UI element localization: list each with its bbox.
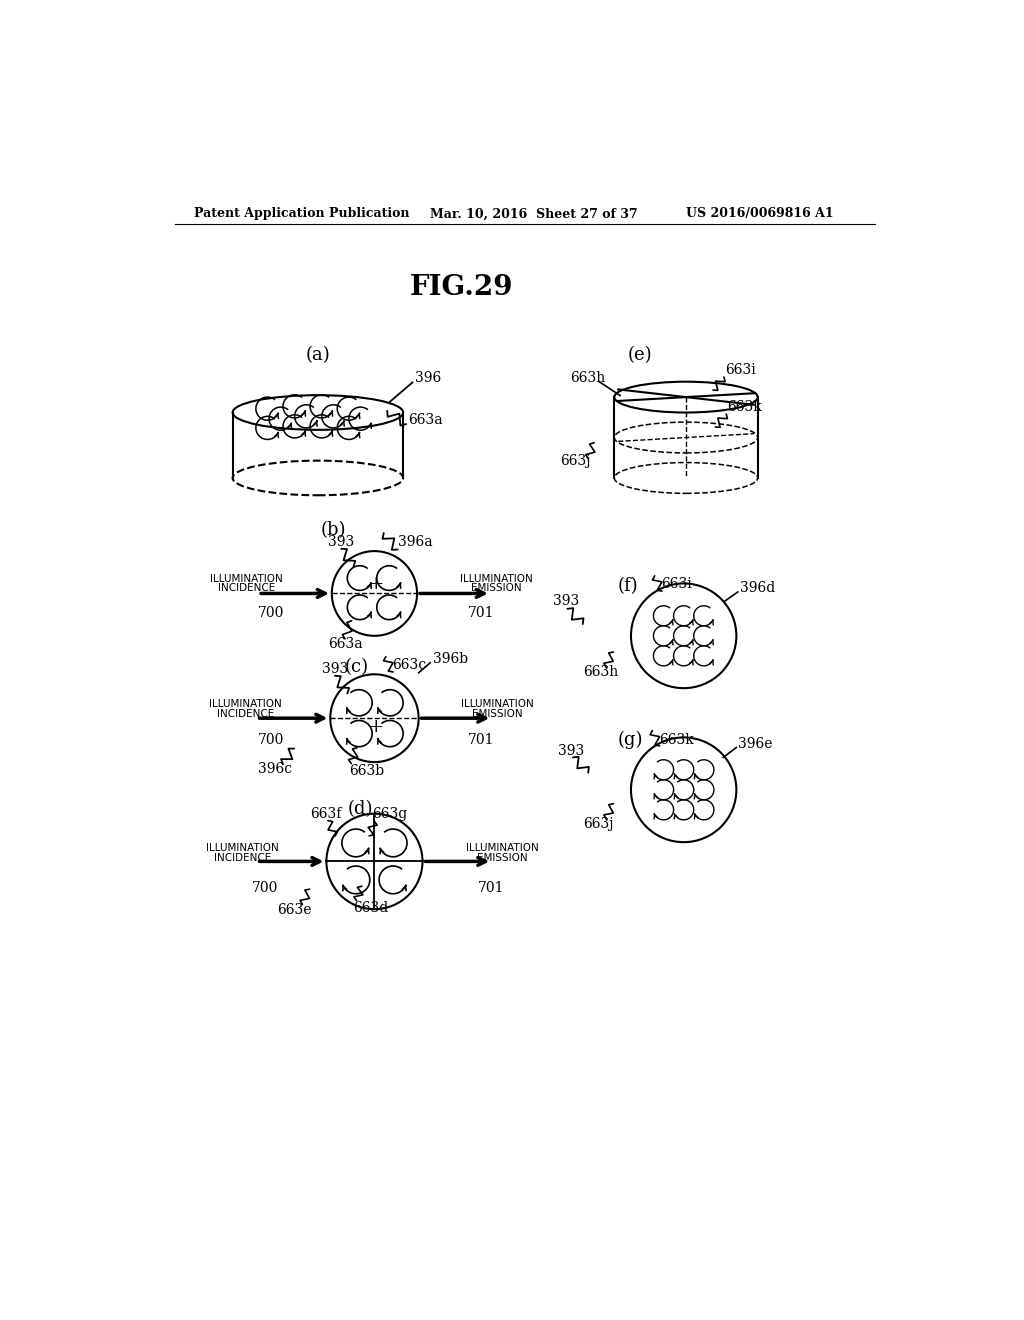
Text: INCIDENCE: INCIDENCE	[218, 583, 275, 593]
Text: (g): (g)	[617, 731, 643, 748]
Text: 663g: 663g	[372, 808, 408, 821]
Text: 700: 700	[252, 880, 279, 895]
Text: (c): (c)	[344, 657, 369, 676]
Text: +: +	[368, 576, 384, 593]
Text: 396: 396	[415, 371, 441, 385]
Text: 663d: 663d	[352, 902, 388, 915]
Text: 700: 700	[258, 733, 285, 747]
Text: 396e: 396e	[738, 737, 772, 751]
Text: 701: 701	[478, 880, 505, 895]
Text: ILLUMINATION: ILLUMINATION	[206, 843, 280, 854]
Text: ILLUMINATION: ILLUMINATION	[461, 700, 534, 709]
Text: 663i: 663i	[662, 577, 692, 591]
Text: (b): (b)	[321, 521, 346, 540]
Text: 393: 393	[553, 594, 579, 609]
Text: FIG.29: FIG.29	[410, 275, 513, 301]
Text: 663a: 663a	[328, 636, 362, 651]
Text: (e): (e)	[627, 346, 652, 364]
Text: ILLUMINATION: ILLUMINATION	[466, 843, 539, 854]
Text: 396a: 396a	[397, 535, 432, 549]
Text: 663j: 663j	[560, 454, 590, 469]
Text: 663h: 663h	[569, 371, 605, 385]
Text: INCIDENCE: INCIDENCE	[214, 853, 271, 863]
Text: 663c: 663c	[392, 659, 426, 672]
Text: 393: 393	[558, 744, 585, 758]
Text: (f): (f)	[617, 577, 638, 595]
Text: 663b: 663b	[349, 763, 384, 777]
Text: 393: 393	[322, 661, 348, 676]
Text: 700: 700	[258, 606, 285, 619]
Text: ILLUMINATION: ILLUMINATION	[210, 700, 283, 709]
Text: EMISSION: EMISSION	[471, 583, 521, 593]
Text: INCIDENCE: INCIDENCE	[217, 709, 274, 718]
Text: 396c: 396c	[258, 762, 292, 776]
Text: 663j: 663j	[583, 817, 613, 832]
Text: 393: 393	[328, 535, 354, 549]
Text: (d): (d)	[348, 800, 374, 818]
Text: EMISSION: EMISSION	[477, 853, 527, 863]
Text: 663e: 663e	[276, 903, 311, 917]
Text: ILLUMINATION: ILLUMINATION	[210, 574, 283, 583]
Text: 701: 701	[467, 733, 494, 747]
Text: 396d: 396d	[740, 581, 775, 595]
Text: Mar. 10, 2016  Sheet 27 of 37: Mar. 10, 2016 Sheet 27 of 37	[430, 207, 638, 220]
Text: 663k: 663k	[727, 400, 762, 414]
Text: 663a: 663a	[409, 413, 443, 428]
Text: ILLUMINATION: ILLUMINATION	[460, 574, 532, 583]
Text: US 2016/0069816 A1: US 2016/0069816 A1	[686, 207, 834, 220]
Text: 663k: 663k	[658, 733, 693, 747]
Text: 396b: 396b	[432, 652, 468, 665]
Text: (a): (a)	[305, 346, 331, 364]
Text: 663i: 663i	[725, 363, 756, 378]
Text: 663h: 663h	[583, 665, 618, 678]
Text: 663f: 663f	[310, 808, 341, 821]
Text: +: +	[368, 718, 384, 737]
Text: 701: 701	[467, 606, 494, 619]
Text: EMISSION: EMISSION	[472, 709, 522, 718]
Text: Patent Application Publication: Patent Application Publication	[194, 207, 410, 220]
